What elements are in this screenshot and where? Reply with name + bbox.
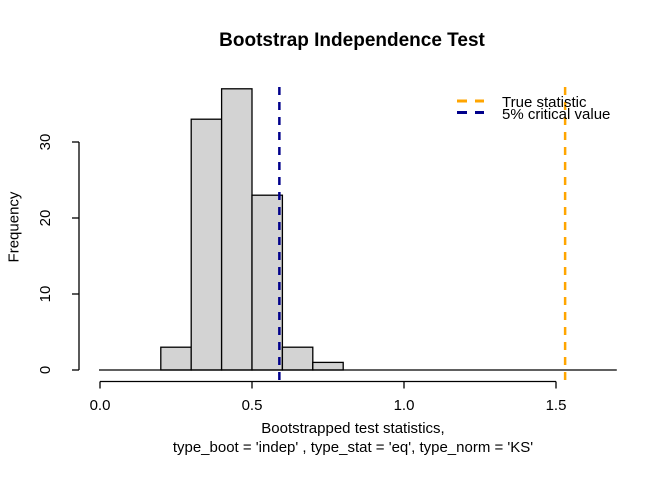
x-tick-label: 0.5	[242, 397, 263, 414]
y-tick-label: 30	[37, 134, 54, 151]
histogram-bar	[251, 194, 284, 371]
y-tick-label: 0	[37, 366, 54, 374]
x-axis-label-line2: type_boot = 'indep' , type_stat = 'eq', …	[172, 439, 534, 456]
x-tick-label: 1.0	[394, 397, 415, 414]
chart-title: Bootstrap Independence Test	[219, 30, 485, 51]
y-tick-label: 10	[37, 286, 54, 303]
histogram-bar	[312, 361, 344, 371]
histogram-bar	[160, 346, 192, 371]
histogram-bar	[281, 346, 314, 371]
x-tick-label: 0.0	[90, 397, 111, 414]
y-axis-label: Frequency	[5, 191, 23, 263]
legend-label-true-statistic: True statistic	[502, 94, 587, 111]
histogram-bar	[220, 88, 253, 371]
histogram-bar	[190, 118, 223, 371]
x-tick-label: 1.5	[546, 397, 567, 414]
legend-label-critical-value: 5% critical value	[502, 106, 611, 123]
x-axis-label-line1: Bootstrapped test statistics,	[261, 420, 445, 437]
y-tick-label: 20	[37, 210, 54, 227]
